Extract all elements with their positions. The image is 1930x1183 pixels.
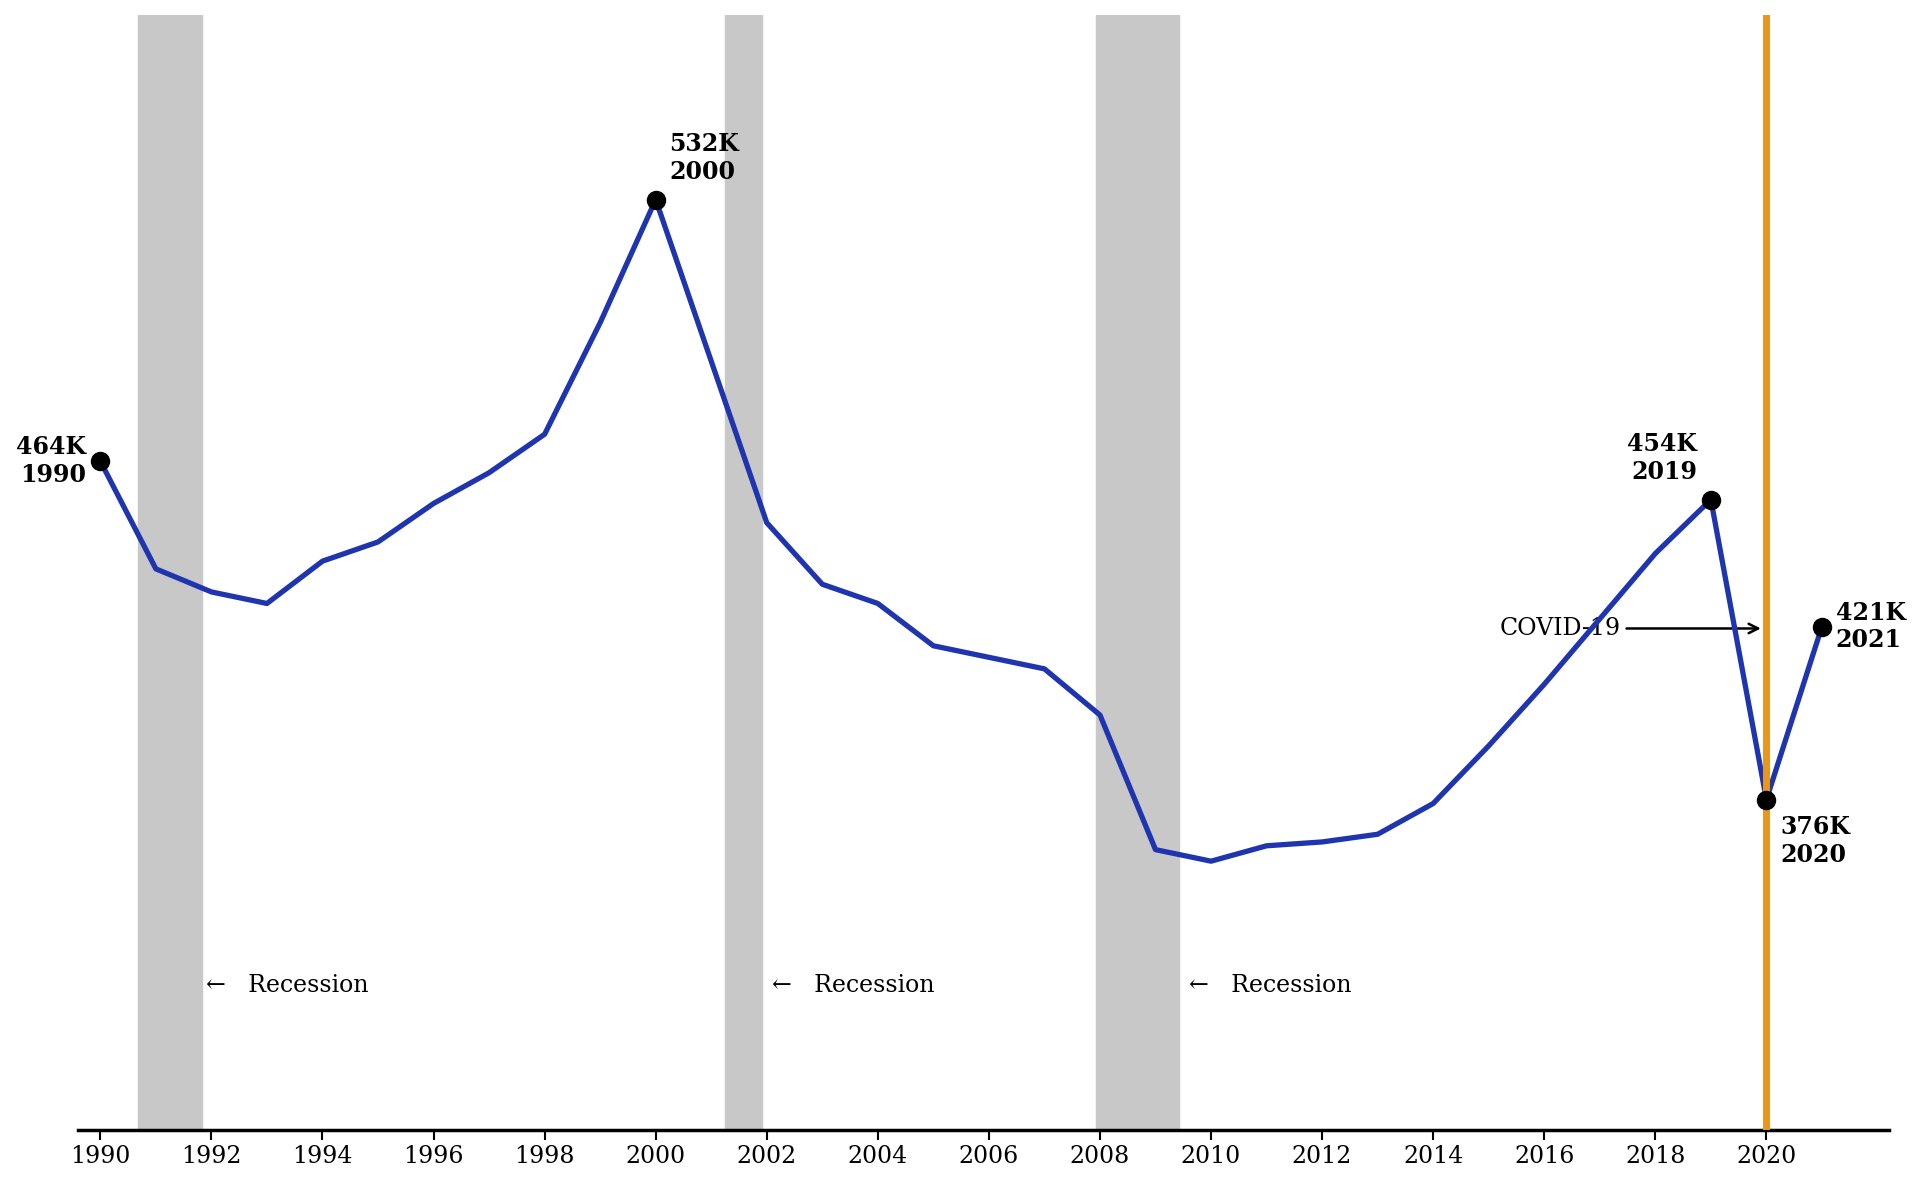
- Text: ←   Recession: ← Recession: [207, 974, 369, 997]
- Text: 421K
2021: 421K 2021: [1835, 601, 1905, 653]
- Text: 464K
1990: 464K 1990: [17, 435, 87, 487]
- Text: ←   Recession: ← Recession: [772, 974, 934, 997]
- Text: 454K
2019: 454K 2019: [1627, 433, 1696, 484]
- Bar: [137, 15, 203, 1131]
- Bar: [1096, 15, 1179, 1131]
- Text: ←   Recession: ← Recession: [1189, 974, 1351, 997]
- Text: COVID-19: COVID-19: [1500, 618, 1758, 640]
- Text: 532K
2000: 532K 2000: [670, 132, 739, 185]
- Text: 376K
2020: 376K 2020: [1779, 815, 1851, 867]
- Bar: [726, 15, 762, 1131]
